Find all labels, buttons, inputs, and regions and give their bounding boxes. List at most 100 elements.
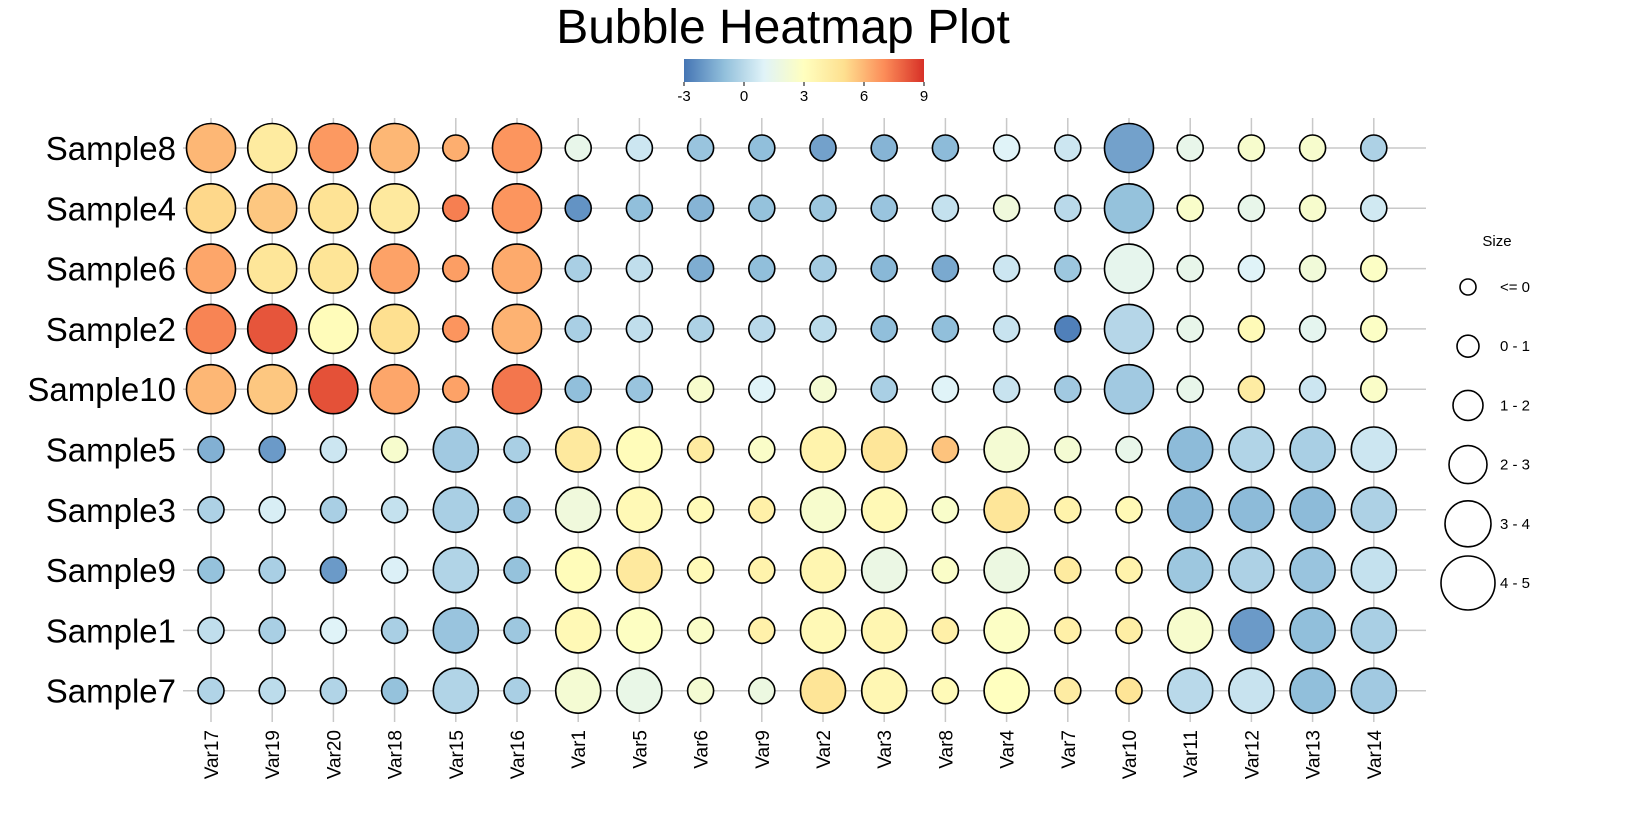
bubble-sample3-var9 (747, 495, 776, 524)
x-tick-label: Var16 (508, 730, 529, 779)
bubble-sample5-var4 (983, 426, 1030, 473)
bubble-sample9-var19 (258, 556, 287, 584)
bubble-sample6-var11 (1176, 254, 1204, 283)
bubble-sample7-var16 (503, 676, 531, 705)
bubble-sample3-var18 (380, 495, 409, 524)
bubble-sample10-var6 (686, 375, 715, 404)
bubble-sample4-var20 (308, 183, 359, 234)
bubble-sample10-var18 (369, 363, 420, 415)
bubble-sample8-var12 (1237, 134, 1266, 162)
x-tick-label: Var18 (386, 730, 407, 779)
bubble-sample8-var14 (1360, 134, 1388, 162)
bubble-sample7-var2 (799, 667, 847, 715)
bubble-sample5-var16 (503, 435, 531, 464)
bubble-sample8-var5 (625, 134, 654, 162)
bubble-sample6-var17 (185, 243, 237, 294)
bubble-sample6-var1 (564, 254, 593, 283)
bubble-sample6-var13 (1298, 254, 1327, 283)
bubble-sample7-var17 (197, 676, 225, 705)
bubble-sample7-var8 (931, 676, 960, 705)
bubble-sample10-var12 (1237, 375, 1266, 404)
x-tick-label: Var17 (202, 730, 223, 779)
size-legend-bubble (1444, 499, 1492, 548)
size-legend-label: 3 - 4 (1500, 516, 1530, 533)
bubble-sample2-var5 (625, 315, 654, 343)
size-legend-bubble (1459, 278, 1477, 296)
bubble-sample1-var10 (1115, 616, 1143, 645)
bubble-sample7-var12 (1228, 667, 1275, 715)
size-legend-title: Size (1482, 233, 1511, 250)
x-axis-labels: Var17 Var19 Var20 Var18 Var15 Var16 Var1 Var5 Va… (202, 730, 1386, 780)
bubble-sample4-var1 (564, 194, 593, 223)
bubble-sample7-var4 (983, 667, 1030, 715)
bubble-sample4-var13 (1298, 194, 1327, 223)
bubble-sample7-var7 (1054, 676, 1082, 705)
bubble-sample7-var20 (319, 676, 348, 705)
bubble-sample7-var3 (860, 667, 908, 715)
bubble-sample9-var5 (616, 546, 663, 594)
x-tick-label: Var2 (814, 730, 835, 769)
bubble-sample9-var3 (860, 546, 908, 594)
bubble-sample3-var17 (197, 495, 225, 524)
bubble-sample5-var1 (554, 426, 602, 473)
bubble-sample7-var9 (747, 676, 776, 705)
bubble-sample9-var15 (432, 546, 480, 594)
bubble-sample2-var6 (686, 315, 715, 343)
bubble-sample4-var12 (1237, 194, 1266, 223)
bubble-sample5-var12 (1228, 426, 1275, 473)
bubble-sample4-var16 (491, 183, 543, 234)
bubble-sample10-var19 (246, 363, 298, 415)
bubble-sample1-var2 (799, 607, 847, 654)
bubble-sample4-var4 (992, 194, 1021, 223)
bubble-sample9-var20 (319, 556, 348, 584)
x-tick-label: Var15 (447, 730, 468, 779)
bubble-sample8-var19 (246, 122, 298, 174)
bubble-sample4-var6 (686, 194, 715, 223)
size-legend-label: 4 - 5 (1500, 575, 1530, 592)
bubble-sample3-var12 (1228, 486, 1275, 534)
bubble-sample9-var7 (1054, 556, 1082, 584)
bubble-sample1-var5 (616, 607, 663, 654)
bubble-sample7-var10 (1115, 676, 1143, 705)
bubble-sample1-var7 (1054, 616, 1082, 645)
bubble-sample2-var17 (185, 303, 237, 355)
bubble-sample7-var1 (554, 667, 602, 715)
bubble-sample1-var3 (860, 607, 908, 654)
bubble-sample6-var20 (308, 243, 359, 294)
bubble-sample8-var2 (809, 134, 837, 162)
bubble-sample9-var1 (554, 546, 602, 594)
x-tick-label: Var13 (1304, 730, 1325, 779)
bubble-sample6-var5 (625, 254, 654, 283)
size-legend-label: 0 - 1 (1500, 338, 1530, 355)
bubble-sample1-var18 (380, 616, 409, 645)
bubble-sample8-var4 (992, 134, 1021, 162)
bubble-sample9-var16 (503, 556, 531, 584)
bubble-sample3-var5 (616, 486, 663, 534)
bubble-sample8-var13 (1298, 134, 1327, 162)
colorbar-tick-label: 9 (920, 88, 928, 105)
bubble-sample8-var8 (931, 134, 960, 162)
bubble-sample3-var7 (1054, 495, 1082, 524)
bubble-sample4-var17 (185, 183, 237, 234)
x-tick-label: Var9 (753, 730, 774, 769)
bubble-sample10-var1 (564, 375, 593, 404)
bubble-sample2-var16 (491, 303, 543, 355)
bubble-sample4-var10 (1103, 183, 1155, 234)
bubble-sample8-var20 (308, 122, 359, 174)
bubble-sample5-var5 (616, 426, 663, 473)
bubble-sample6-var8 (931, 254, 960, 283)
bubble-sample8-var3 (870, 134, 899, 162)
bubble-sample2-var18 (369, 303, 420, 355)
bubble-sample4-var18 (369, 183, 420, 234)
bubble-sample5-var19 (258, 435, 287, 464)
bubble-sample5-var11 (1166, 426, 1214, 473)
bubble-sample9-var2 (799, 546, 847, 594)
bubble-sample2-var1 (564, 315, 593, 343)
bubble-sample7-var13 (1289, 667, 1336, 715)
bubble-sample1-var8 (931, 616, 960, 645)
bubble-sample5-var7 (1054, 435, 1082, 464)
bubble-sample3-var11 (1166, 486, 1214, 534)
y-tick-label: Sample1 (46, 612, 176, 649)
bubble-sample10-var8 (931, 375, 960, 404)
colorbar-tick-label: 3 (800, 88, 808, 105)
